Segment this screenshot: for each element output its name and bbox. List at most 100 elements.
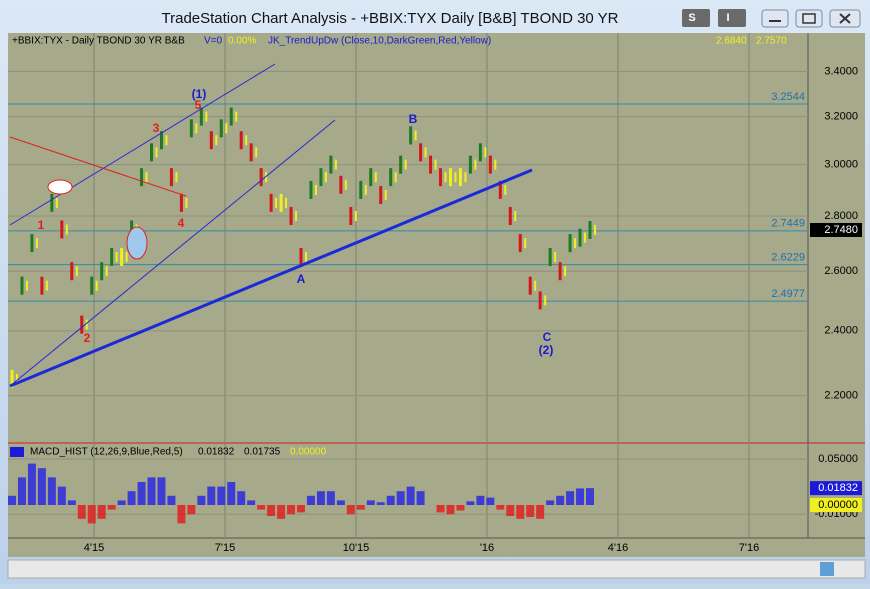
macd-bar: [17, 477, 26, 505]
last-price-box: [810, 222, 862, 237]
macd-bar: [167, 495, 176, 505]
macd-bar: [396, 491, 405, 505]
price-header: JK_TrendUpDw (Close,10,DarkGreen,Red,Yel…: [268, 36, 491, 47]
trendline-red: [9, 136, 187, 197]
macd-bar: [486, 497, 495, 505]
macd-bar: [107, 505, 116, 510]
macd-legend-swatch: [10, 447, 24, 457]
price-tick-label: 2.6000: [824, 265, 858, 277]
scroll-thumb[interactable]: [820, 562, 834, 576]
date-label: 4'16: [608, 542, 628, 554]
price-tick-label: 2.8000: [824, 210, 858, 222]
macd-bar: [416, 491, 425, 505]
macd-bar: [356, 505, 365, 510]
scrollbar[interactable]: [7, 559, 866, 579]
price-header: 2.7570: [756, 36, 787, 47]
minimize-button[interactable]: [761, 9, 789, 28]
macd-bar: [8, 495, 16, 505]
wave-label: 3: [153, 121, 160, 135]
macd-bar: [446, 505, 455, 515]
macd-bar: [436, 505, 445, 513]
highlight: [126, 226, 148, 260]
macd-bar: [87, 505, 96, 524]
level-label: 2.6229: [771, 252, 805, 264]
wave-label: C: [543, 330, 552, 344]
date-label: 4'15: [84, 542, 104, 554]
macd-bar: [466, 501, 475, 505]
price-header: 0.00%: [228, 36, 256, 47]
channel-lower: [9, 119, 336, 387]
macd-bar: [306, 495, 315, 505]
wave-label: (2): [539, 343, 554, 357]
macd-bar: [456, 505, 465, 511]
s-button[interactable]: [682, 9, 710, 27]
date-label: 10'15: [343, 542, 370, 554]
date-label: 7'16: [739, 542, 759, 554]
macd-bar: [77, 505, 86, 519]
macd-bar: [556, 495, 565, 505]
macd-bar: [386, 495, 395, 505]
macd-header: 0.01832: [198, 447, 235, 458]
price-header: 2.6840: [716, 36, 747, 47]
macd-bar: [47, 477, 56, 505]
macd-last-box: [810, 481, 862, 496]
macd-bar: [277, 505, 286, 519]
macd-bar: [37, 468, 46, 505]
macd-header: 0.01735: [244, 447, 281, 458]
macd-bar: [157, 477, 166, 505]
macd-tick-label: 0.05000: [818, 453, 858, 465]
highlight: [47, 179, 73, 195]
channel-upper: [9, 63, 276, 226]
price-tick-label: 2.2000: [824, 390, 858, 402]
macd-bar: [217, 486, 226, 505]
macd-bar: [237, 491, 246, 505]
wave-label: 2: [84, 331, 91, 345]
macd-bar: [117, 500, 126, 505]
macd-bar: [57, 486, 66, 505]
level-label: 2.7449: [771, 218, 805, 230]
date-label: '16: [480, 542, 494, 554]
i-button-label: I: [726, 12, 729, 24]
chart-area: [8, 33, 865, 557]
level-label: 2.4977: [771, 288, 805, 300]
macd-last-label: 0.01832: [818, 482, 858, 494]
macd-bar: [366, 500, 375, 505]
macd-bar: [287, 505, 296, 515]
macd-bar: [257, 505, 266, 510]
price-header: +BBIX:TYX - Daily TBOND 30 YR B&B: [12, 36, 185, 47]
price-header: V=0: [204, 36, 223, 47]
macd-bar: [267, 505, 276, 517]
macd-bar: [197, 495, 206, 505]
macd-bar: [476, 495, 485, 505]
macd-bar: [336, 500, 345, 505]
close-icon: [839, 13, 851, 24]
maximize-button[interactable]: [795, 9, 823, 28]
macd-bar: [496, 505, 505, 510]
wave-label: (1): [192, 87, 207, 101]
macd-bar: [516, 505, 525, 519]
wave-label: A: [297, 272, 306, 286]
wave-label: 1: [38, 218, 45, 232]
date-label: 7'15: [215, 542, 235, 554]
macd-bar: [526, 505, 535, 517]
macd-bar: [177, 505, 186, 524]
macd-bar: [27, 463, 36, 505]
max-icon: [802, 13, 816, 24]
macd-bar: [97, 505, 106, 519]
macd-header: MACD_HIST (12,26,9,Blue,Red,5): [30, 447, 183, 458]
macd-bar: [506, 505, 515, 517]
macd-bar: [137, 481, 146, 505]
s-button-label: S: [688, 12, 695, 24]
price-tick-label: 2.4000: [824, 325, 858, 337]
macd-bar: [376, 502, 385, 505]
wave-label: 4: [178, 216, 185, 230]
macd-bar: [326, 491, 335, 505]
macd-bar: [147, 477, 156, 505]
macd-bar: [297, 505, 305, 513]
i-button[interactable]: [718, 9, 746, 27]
macd-bar: [546, 500, 555, 505]
macd-bar: [127, 491, 136, 505]
wave-label: 5: [195, 98, 202, 112]
macd-bar: [586, 488, 594, 505]
